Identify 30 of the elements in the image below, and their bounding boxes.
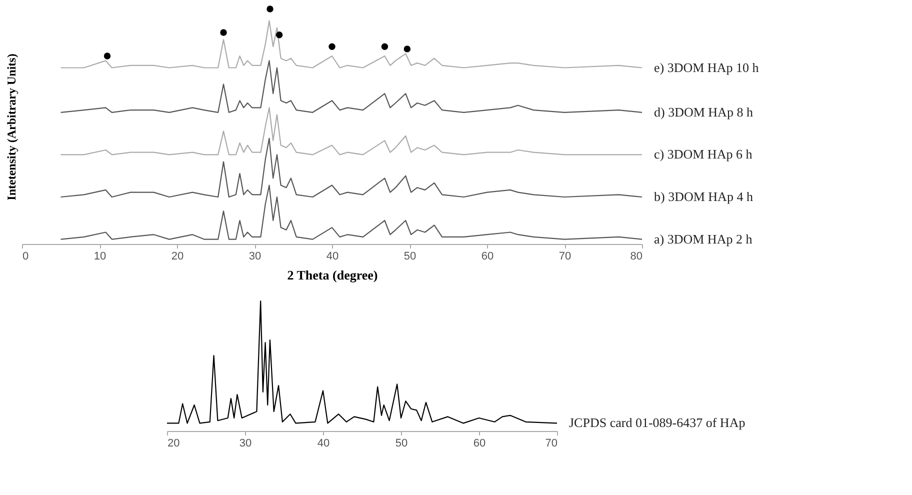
y-axis-title: Intetensity (Arbitrary Units) — [4, 54, 18, 200]
point — [381, 43, 388, 50]
x-tick-label: 0 — [22, 250, 29, 262]
series-label: b) 3DOM HAp 4 h — [654, 189, 754, 204]
x-tick-label: 40 — [326, 250, 339, 262]
point — [328, 43, 336, 50]
series-label: e) 3DOM HAp 10 h — [654, 60, 760, 75]
x-tick-label: 20 — [168, 438, 180, 450]
x-tick-label: 30 — [239, 438, 252, 450]
point — [220, 29, 227, 36]
point — [266, 6, 274, 12]
point — [404, 46, 411, 52]
x-tick-label: 30 — [248, 250, 262, 262]
series-label: d) 3DOM HAp 8 h — [654, 104, 754, 120]
x-tick-label: 80 — [630, 250, 642, 262]
x-axis-title: 2 Theta (degree) — [287, 268, 378, 282]
x-tick-label: 70 — [558, 250, 572, 262]
x-tick-label: 40 — [317, 438, 330, 450]
x-tick-label: 50 — [404, 250, 416, 262]
series-label: a) 3DOM HAp 2 h — [654, 231, 753, 246]
point — [276, 32, 283, 38]
x-tick-label: 50 — [395, 438, 408, 450]
x-tick-label: 70 — [545, 438, 558, 450]
x-tick-label: 20 — [171, 250, 184, 262]
x-tick-label: 60 — [481, 250, 494, 262]
point — [104, 52, 111, 60]
x-tick-label: 10 — [94, 250, 106, 262]
series-label: c) 3DOM HAp 6 h — [654, 146, 753, 162]
x-tick-label: 60 — [473, 438, 486, 450]
series-label: JCPDS card 01-089-6437 of HAp — [569, 415, 746, 430]
